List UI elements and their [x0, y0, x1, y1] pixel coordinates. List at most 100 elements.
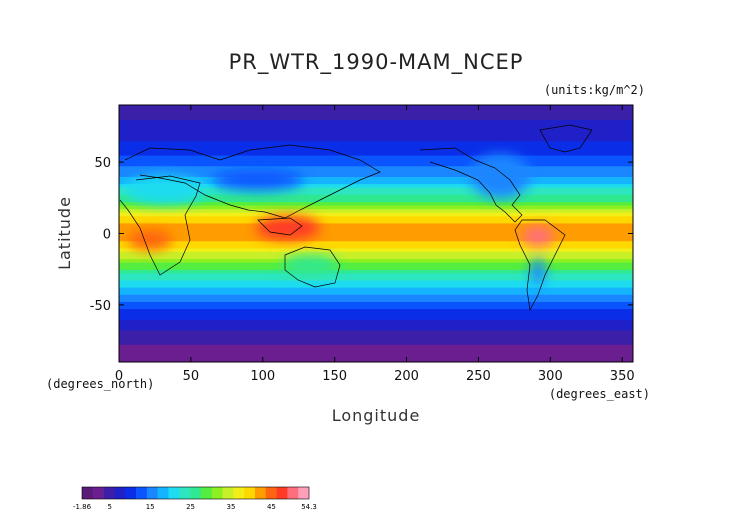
- colorbar-swatch: [92, 487, 104, 499]
- y-axis-label: Latitude: [55, 196, 74, 270]
- heatmap-band: [119, 126, 633, 131]
- coast-north-america: [419, 147, 523, 223]
- heatmap-band: [119, 187, 633, 192]
- heatmap-band: [119, 233, 633, 238]
- colorbar-swatch: [276, 487, 288, 499]
- coast-africa: [119, 175, 201, 276]
- heatmap-band: [119, 190, 633, 195]
- colorbar-swatch: [157, 487, 169, 499]
- heatmap-band: [119, 115, 633, 120]
- heatmap-band: [119, 297, 633, 302]
- anomaly-andes: [531, 258, 545, 286]
- heatmap-band: [119, 197, 633, 202]
- colorbar-swatch: [200, 487, 213, 499]
- heatmap-band: [119, 308, 633, 313]
- heatmap-band: [119, 165, 633, 170]
- heatmap-band: [119, 347, 633, 352]
- heatmap-band: [119, 265, 633, 270]
- x-tick-label: 350: [610, 369, 635, 384]
- heatmap-band: [119, 119, 633, 124]
- colorbar-swatch: [168, 487, 180, 499]
- plot-area: 0 50 100 150 200 250 300 350 50 0 -50: [90, 104, 635, 384]
- x-tick-label: 150: [322, 369, 347, 384]
- colorbar-tick-label: 35: [227, 503, 236, 511]
- colorbar-swatch: [114, 487, 126, 499]
- heatmap-band: [119, 172, 633, 177]
- heatmap-band: [119, 183, 633, 188]
- heatmap-band: [119, 137, 633, 142]
- colorbar-swatch: [298, 487, 310, 499]
- x-tick-label: 200: [394, 369, 419, 384]
- heatmap-band: [119, 276, 633, 281]
- colorbar: -1.86 5 15 25 35 45 54.3: [73, 486, 317, 511]
- heatmap-band: [119, 219, 633, 224]
- heatmap-band: [119, 322, 633, 327]
- x-tick-label: 250: [466, 369, 491, 384]
- coast-indonesia: [257, 217, 303, 236]
- colorbar-swatch: [244, 487, 256, 499]
- coastlines: [119, 124, 593, 312]
- heatmap-band: [119, 122, 633, 128]
- coast-greenland: [539, 124, 593, 153]
- heatmap-band: [119, 294, 633, 299]
- colorbar-swatch: [190, 487, 202, 499]
- colorbar-swatch: [287, 487, 299, 499]
- heatmap-band: [119, 215, 633, 220]
- heatmap-band: [119, 315, 633, 320]
- colorbar-swatch: [233, 487, 245, 499]
- x-tick-label: 300: [538, 369, 563, 384]
- heatmap-band: [119, 240, 633, 245]
- heatmap-band: [119, 208, 633, 213]
- colorbar-swatch: [222, 487, 234, 499]
- heatmap-band: [119, 304, 633, 310]
- heatmap-band: [119, 229, 633, 235]
- anomaly-maritime-continent: [256, 216, 320, 240]
- heatmap-band: [119, 301, 633, 306]
- x-tick-label: 100: [250, 369, 275, 384]
- heatmap-band: [119, 222, 633, 227]
- colorbar-swatch: [254, 487, 267, 499]
- heatmap-band: [119, 179, 633, 185]
- heatmap-band: [119, 358, 633, 362]
- colorbar-swatch: [125, 487, 137, 499]
- heatmap-band: [119, 194, 633, 199]
- x-unit-label: (degrees_east): [549, 387, 650, 401]
- colorbar-tick-labels: -1.86 5 15 25 35 45 54.3: [73, 503, 317, 511]
- heatmap-band: [119, 140, 633, 145]
- heatmap-band: [119, 351, 633, 356]
- anomaly-africa: [128, 230, 172, 250]
- chart-title: PR_WTR_1990-MAM_NCEP: [229, 50, 524, 75]
- colorbar-tick-label: 5: [107, 503, 111, 511]
- heatmap-band: [119, 212, 633, 217]
- colorbar-swatch: [82, 487, 94, 499]
- colorbar-swatch: [211, 487, 223, 499]
- colorbar-swatches: [82, 487, 310, 499]
- heatmap-band: [119, 262, 633, 267]
- colorbar-swatch: [103, 487, 115, 499]
- heatmap-band: [119, 169, 633, 174]
- tick-marks: [118, 105, 633, 362]
- heatmap-band: [119, 201, 633, 206]
- heatmap-band: [119, 237, 633, 242]
- heatmap-band: [119, 326, 633, 331]
- colorbar-frame: [81, 486, 310, 500]
- colorbar-tick-label: 15: [146, 503, 155, 511]
- heatmap-bands: [119, 105, 633, 362]
- heatmap-band: [119, 269, 633, 274]
- heatmap-band: [119, 129, 633, 135]
- y-unit-label: (degrees_north): [46, 377, 154, 391]
- heatmap-band: [119, 147, 633, 153]
- heatmap-band: [119, 319, 633, 324]
- heatmap-band: [119, 162, 633, 167]
- heatmap-band: [119, 283, 633, 288]
- heatmap-band: [119, 258, 633, 263]
- coast-south-america: [514, 219, 566, 312]
- colorbar-tick-label: -1.86: [73, 503, 92, 511]
- heatmap-band: [119, 329, 633, 335]
- heatmap-band: [119, 340, 633, 345]
- coast-eurasia: [124, 144, 381, 219]
- colorbar-tick-label: 45: [267, 503, 276, 511]
- heatmap-band: [119, 254, 633, 260]
- heatmap-band: [119, 154, 633, 160]
- heatmap-band: [119, 354, 633, 360]
